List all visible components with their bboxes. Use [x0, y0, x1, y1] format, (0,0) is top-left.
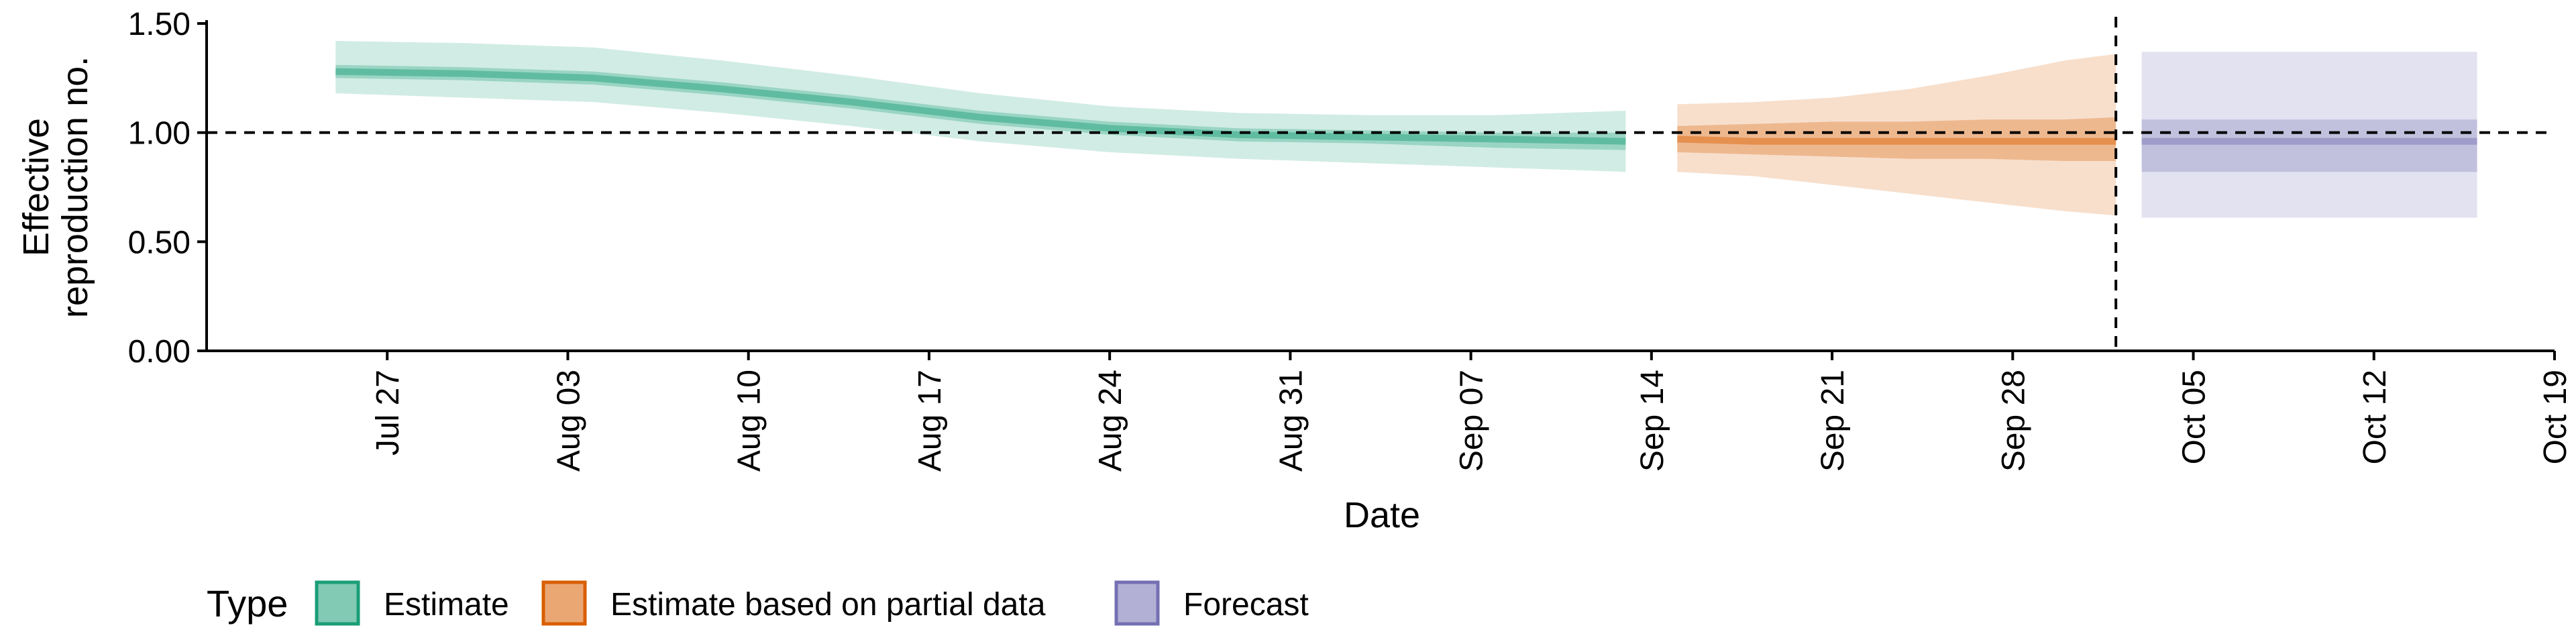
series-3-50-interval	[2141, 119, 2477, 172]
x-tick-label: Aug 17	[912, 370, 948, 472]
x-tick-label: Sep 28	[1996, 370, 2031, 472]
x-tick-label: Oct 12	[2357, 370, 2393, 464]
series-1-50-interval	[335, 64, 1626, 150]
x-tick-label: Oct 19	[2538, 370, 2573, 464]
x-tick-label: Aug 10	[732, 370, 767, 472]
x-tick-label: Aug 31	[1273, 370, 1309, 472]
x-tick-label: Sep 14	[1635, 370, 1670, 472]
series-2-50-interval	[1677, 117, 2116, 161]
series-1-median-line	[335, 68, 1626, 145]
axes: 0.00 0.50 1.00 1.50 Jul 27 Aug 03 Aug 10 Aug 17…	[128, 7, 2573, 472]
legend-key-2	[541, 580, 587, 626]
legend-title: Type	[207, 582, 288, 625]
y-axis-title-line: Effective	[16, 118, 56, 256]
series-1-90-interval	[335, 41, 1626, 172]
x-tick-label: Sep 21	[1815, 370, 1851, 472]
y-tick-label: 0.00	[128, 334, 191, 370]
legend: Type Estimate Estimate based on partial da…	[207, 580, 1309, 626]
series-3-90-interval	[2141, 52, 2477, 218]
legend-label: Forecast	[1183, 587, 1309, 623]
x-axis-title: Date	[1344, 495, 1420, 535]
x-tick-label: Jul 27	[370, 370, 406, 455]
legend-key-1	[315, 580, 360, 626]
y-axis-title-line: reproduction no.	[55, 56, 95, 318]
reference-lines	[207, 17, 2555, 351]
x-tick-label: Aug 03	[551, 370, 586, 472]
x-tick-label: Oct 05	[2177, 370, 2212, 464]
ribbon-layer	[335, 41, 2477, 218]
x-tick-label: Aug 24	[1093, 370, 1128, 472]
y-tick-label: 0.50	[128, 225, 191, 260]
legend-label: Estimate based on partial data	[610, 587, 1046, 623]
y-tick-label: 1.50	[128, 7, 191, 42]
series-2-90-interval	[1677, 54, 2116, 216]
legend-key-3	[1114, 580, 1160, 626]
y-tick-label: 1.00	[128, 116, 191, 152]
legend-label: Estimate	[384, 587, 509, 623]
series-2-median-line	[1677, 136, 2116, 145]
x-tick-label: Sep 07	[1454, 370, 1490, 472]
